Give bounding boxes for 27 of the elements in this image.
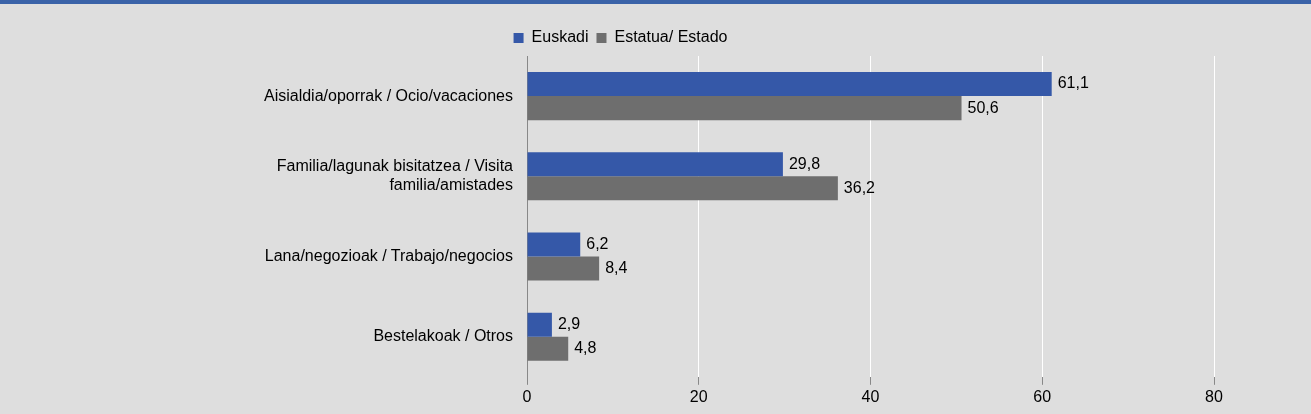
data-label: 8,4	[605, 258, 628, 276]
bar	[527, 312, 552, 337]
bar	[527, 232, 581, 257]
data-label: 6,2	[586, 234, 609, 252]
bar	[527, 176, 838, 201]
bar	[527, 256, 600, 281]
bar	[527, 152, 783, 177]
bar	[527, 72, 1052, 97]
data-label: 61,1	[1057, 74, 1089, 92]
data-label: 50,6	[967, 98, 999, 116]
y-tick-label: Bestelakoak / Otros	[373, 327, 513, 345]
legend-label: Estatua/ Estado	[614, 28, 728, 46]
data-label: 2,9	[557, 315, 581, 333]
data-label: 36,2	[843, 178, 876, 196]
data-label: 4,8	[574, 339, 597, 357]
bar	[527, 96, 962, 121]
x-tick-label: 20	[689, 387, 708, 405]
x-tick-label: 0	[522, 387, 532, 405]
y-tick-label: Familia/lagunak bisitatzea / Visita familia/amistades	[276, 157, 514, 194]
x-tick-label: 60	[1033, 387, 1052, 405]
y-tick-label: Lana/negozioak / Trabajo/negocios	[264, 246, 513, 264]
data-label: 29,8	[788, 154, 821, 172]
bar	[527, 336, 569, 361]
y-tick-label: Aisialdia/oporrak / Ocio/vacaciones	[263, 86, 513, 104]
legend-label: Euskadi	[531, 28, 589, 46]
x-tick-label: 40	[861, 387, 880, 405]
x-tick-label: 80	[1205, 387, 1223, 405]
